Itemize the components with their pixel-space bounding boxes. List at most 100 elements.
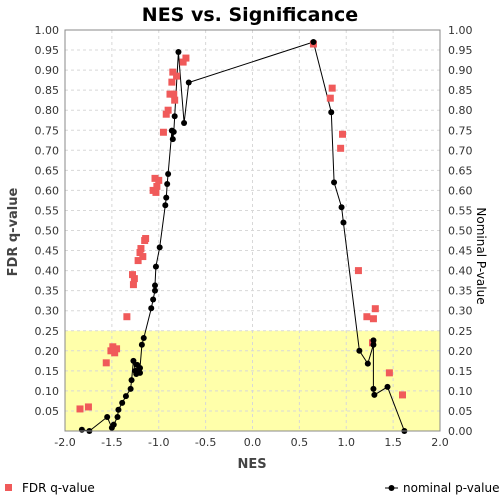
y-tick-label: 0.05 [35,405,60,418]
y2-tick-label: 0.30 [448,305,473,318]
pvalue-point [152,263,159,270]
fdr-point [113,345,121,353]
fdr-point [134,257,142,265]
fdr-point [102,359,110,367]
pvalue-point [338,204,345,211]
pvalue-point [370,385,377,392]
x-tick-label: 0.0 [244,436,262,449]
y-tick-label: 0.30 [35,305,60,318]
pvalue-point [104,413,111,420]
fdr-point [142,235,150,243]
pvalue-point [156,244,163,251]
pvalue-point [370,337,377,344]
fdr-point [337,144,345,152]
grid-lines [64,29,441,431]
y2-tick-label: 0.65 [448,164,473,177]
y2-tick-label: 1.00 [448,24,473,37]
y2-tick-label: 0.00 [448,425,473,438]
y2-tick-label: 0.45 [448,245,473,258]
y-tick-label: 1.00 [35,24,60,37]
pvalue-point [127,385,134,392]
pvalue-point [78,426,85,433]
x-tick-label: 2.0 [431,436,449,449]
pvalue-point [331,179,338,186]
pvalue-point [152,282,158,289]
fdr-point [155,176,163,184]
fdr-point [151,174,159,182]
pvalue-point [152,287,158,294]
y2-tick-label: 0.10 [448,385,473,398]
fdr-point [173,72,181,80]
x-tick-label: -1.5 [101,436,122,449]
fdr-point [179,58,187,66]
pvalue-point [169,136,176,143]
y2-tick-label: 0.25 [448,325,473,338]
fdr-point [84,403,92,411]
fdr-point [137,245,145,253]
y-tick-label: 0.45 [35,245,60,258]
pvalue-point [150,296,157,303]
legend-fdr-swatch [5,484,12,491]
series-points [76,39,408,434]
fdr-point [354,267,362,275]
y-tick-label: 0.65 [35,164,60,177]
pvalue-point [384,383,391,390]
y2-tick-label: 0.20 [448,345,473,358]
pvalue-point [137,369,143,376]
y2-tick-label: 0.55 [448,204,473,217]
fdr-point [130,275,138,283]
fdr-point [399,391,406,399]
y2-tick-label: 0.90 [448,64,473,77]
pvalue-point [310,39,317,46]
fdr-point [168,78,176,86]
y2-tick-label: 0.15 [448,365,473,378]
y-tick-label: 0.90 [35,64,60,77]
legend: FDR q-value nominal p-value [5,481,499,495]
pvalue-point [328,109,335,116]
y-axis-ticks: 0.05 0.10 0.15 0.20 0.25 0.30 0.35 0.40 0.45 0.50… [35,24,60,418]
fdr-point [129,271,136,279]
y2-tick-label: 0.80 [448,104,473,117]
y-tick-label: 0.10 [35,385,60,398]
fdr-point [385,369,393,377]
y2-axis-label: Nominal P-value [474,207,488,304]
pvalue-point [115,406,122,413]
fdr-point [111,349,119,357]
y-tick-label: 0.75 [35,124,60,137]
x-tick-label: -1.0 [148,436,169,449]
pvalue-point [181,120,188,127]
y2-tick-label: 0.95 [448,44,473,57]
y2-axis-ticks: 0.00 0.05 0.10 0.15 0.20 0.25 0.30 0.35 0.40 0.45… [448,24,473,438]
pvalue-point [171,113,178,120]
pvalue-point [164,180,171,187]
fdr-point [339,130,346,138]
x-axis-label: NES [237,457,266,472]
y2-tick-label: 0.60 [448,184,473,197]
y-tick-label: 0.40 [35,265,60,278]
legend-item-fdr: FDR q-value [5,481,95,495]
pvalue-point [110,421,117,428]
fdr-point [164,106,172,114]
y-tick-label: 0.55 [35,204,60,217]
fdr-point [182,54,190,62]
pvalue-point [356,347,363,354]
y-axis-label: FDR q-value [6,187,21,276]
fdr-point [326,94,334,102]
x-tick-label: 1.0 [338,436,356,449]
fdr-point [166,90,174,98]
pvalue-point [371,391,378,398]
y2-tick-label: 0.75 [448,124,473,137]
pvalue-point [162,202,169,209]
pvalue-point [340,219,347,226]
pvalue-point [170,128,177,135]
y-tick-label: 0.50 [35,225,60,238]
pvalue-point [163,194,170,201]
y-tick-label: 0.85 [35,84,60,97]
fdr-point [159,128,167,136]
legend-pvalue-label: nominal p-value [403,481,499,495]
fdr-point [136,249,144,257]
pvalue-point [165,170,172,177]
plot-border [64,29,441,432]
fdr-point [162,110,170,118]
